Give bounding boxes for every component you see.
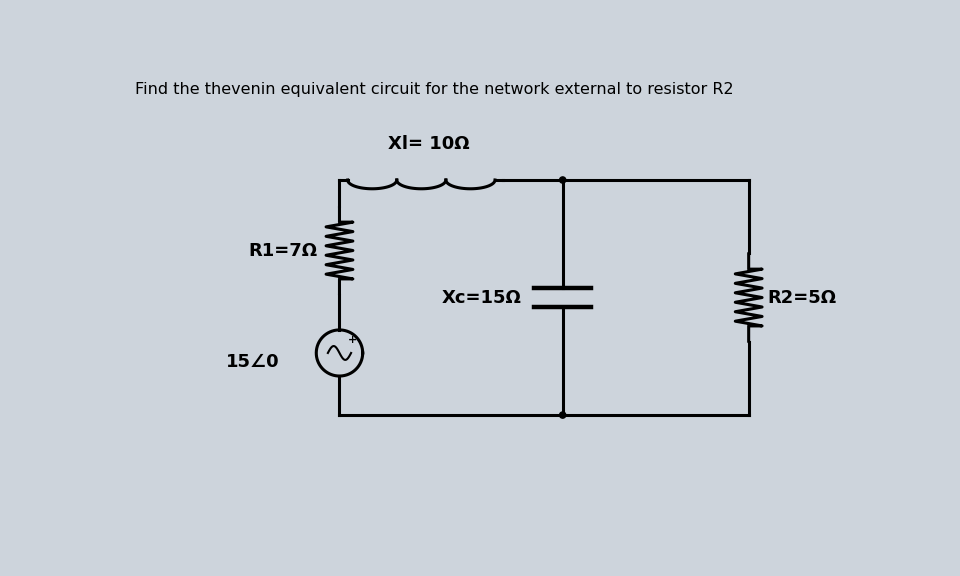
- Text: Xc=15Ω: Xc=15Ω: [442, 289, 522, 306]
- Ellipse shape: [560, 412, 565, 418]
- Text: 15∠0: 15∠0: [226, 353, 279, 371]
- Text: Find the thevenin equivalent circuit for the network external to resistor R2: Find the thevenin equivalent circuit for…: [134, 82, 733, 97]
- Text: +: +: [348, 335, 357, 345]
- Text: Xl= 10Ω: Xl= 10Ω: [388, 135, 469, 153]
- Text: R2=5Ω: R2=5Ω: [767, 289, 836, 306]
- Text: R1=7Ω: R1=7Ω: [248, 241, 317, 260]
- Ellipse shape: [560, 177, 565, 183]
